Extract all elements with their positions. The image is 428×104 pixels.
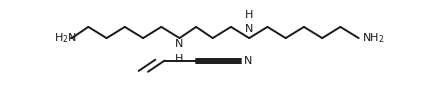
Text: H: H: [245, 11, 253, 20]
Text: NH$_2$: NH$_2$: [362, 31, 384, 45]
Text: N: N: [245, 24, 253, 34]
Text: N: N: [244, 56, 253, 66]
Text: H: H: [175, 54, 184, 64]
Text: N: N: [175, 39, 184, 49]
Text: H$_2$N: H$_2$N: [54, 31, 77, 45]
